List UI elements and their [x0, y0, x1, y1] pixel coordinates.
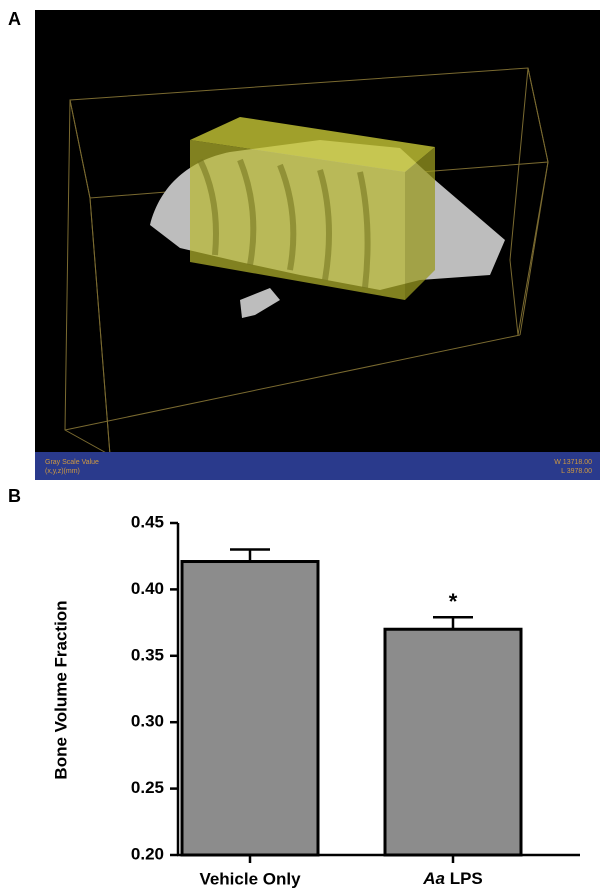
panel-label: A	[8, 9, 21, 29]
page: A Gray Scale Value (x,y,z)(mm) W 13718.0…	[0, 0, 605, 891]
bar	[182, 562, 318, 855]
y-axis-label: Bone Volume Fraction	[51, 600, 70, 779]
significance-marker: *	[449, 589, 458, 614]
y-tick-label: 0.30	[131, 712, 164, 731]
x-tick-label: Vehicle Only	[199, 869, 301, 888]
x-tick-label: Aa LPS	[422, 869, 483, 888]
y-tick-label: 0.35	[131, 645, 164, 664]
status-bar	[35, 452, 600, 480]
panel-label: B	[8, 486, 21, 506]
y-tick-label: 0.40	[131, 579, 164, 598]
status-text: W 13718.00	[554, 459, 592, 466]
status-text: L 3978.00	[561, 468, 592, 475]
y-tick-label: 0.45	[131, 512, 164, 531]
micro-ct-render: Gray Scale Value (x,y,z)(mm) W 13718.00 …	[35, 10, 600, 480]
status-text: Gray Scale Value	[45, 459, 99, 466]
y-tick-label: 0.20	[131, 844, 164, 863]
bar	[385, 629, 521, 855]
figure: A Gray Scale Value (x,y,z)(mm) W 13718.0…	[0, 0, 605, 891]
status-text: (x,y,z)(mm)	[45, 468, 80, 475]
y-tick-label: 0.25	[131, 778, 164, 797]
